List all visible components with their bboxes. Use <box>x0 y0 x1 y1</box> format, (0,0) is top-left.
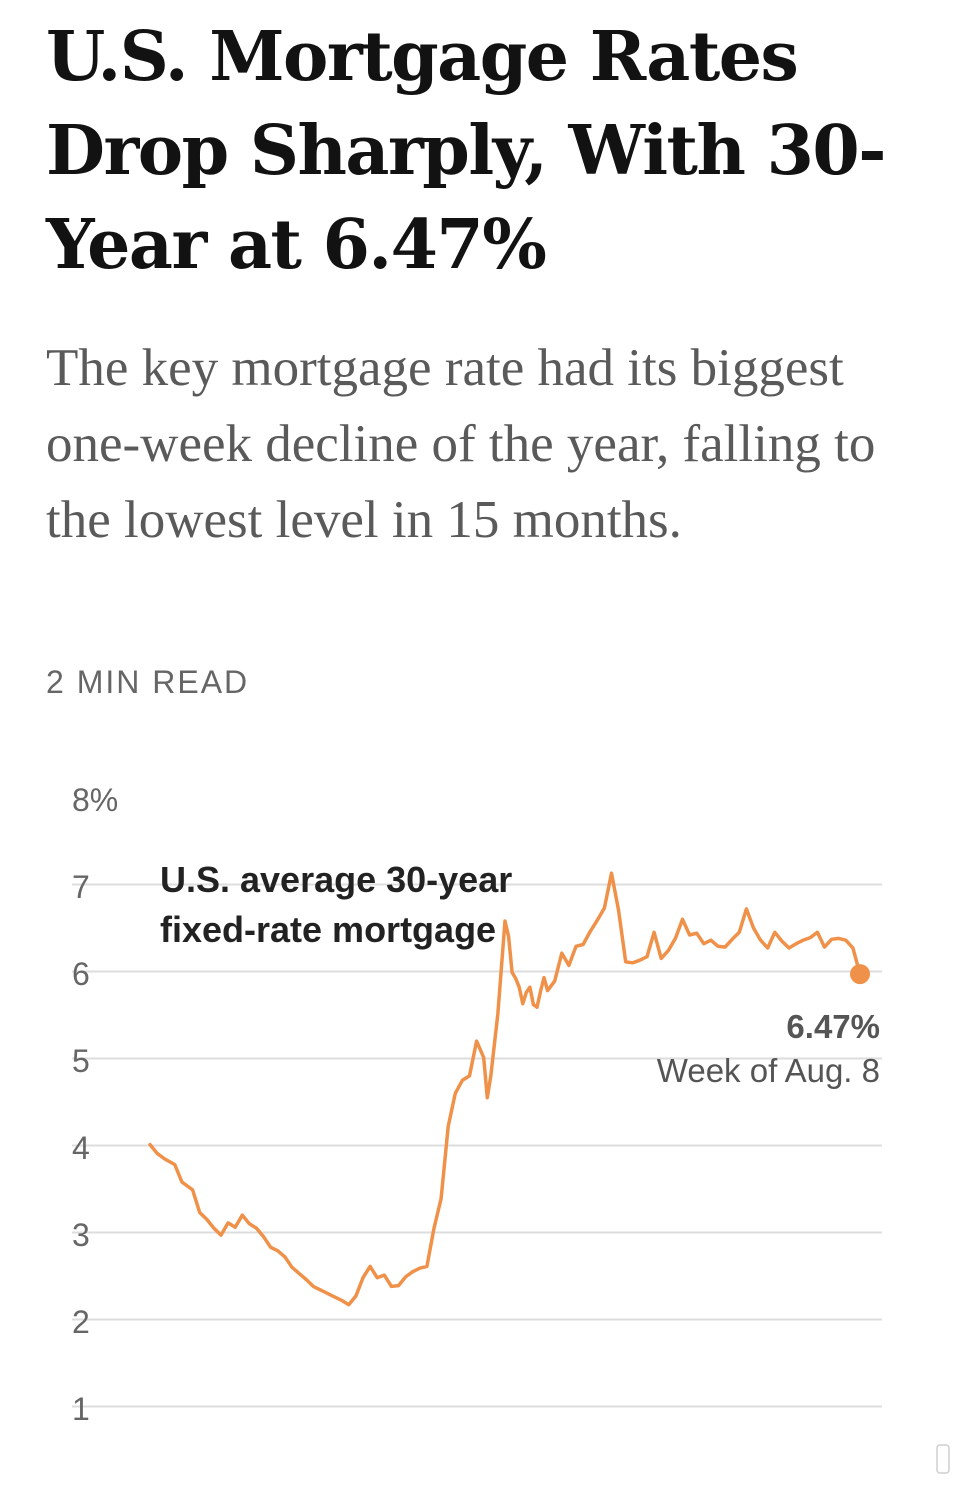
y-tick-label: 1 <box>72 1391 90 1427</box>
article-summary: The key mortgage rate had its biggest on… <box>46 339 876 549</box>
rate-series-line <box>148 871 862 1307</box>
y-tick-label: 7 <box>72 869 90 905</box>
y-tick-label: 5 <box>72 1043 90 1079</box>
read-time-label: 2 MIN READ <box>46 664 250 700</box>
y-axis-tick-labels: 8% 7 6 5 4 3 2 1 <box>72 782 118 1427</box>
chart-title-line-1: U.S. average 30-year <box>160 859 512 900</box>
article-headline: U.S. Mortgage Rates Drop Sharply, With 3… <box>46 17 886 285</box>
mortgage-rate-chart: 8% 7 6 5 4 3 2 1 U.S. average 30-year fixed-rat… <box>72 782 882 1427</box>
y-tick-label: 8% <box>72 782 118 818</box>
gridlines <box>72 883 882 1408</box>
latest-rate-dot <box>850 964 870 985</box>
y-tick-label: 3 <box>72 1217 90 1253</box>
latest-rate-value-label: 6.47% <box>786 1008 880 1045</box>
y-tick-label: 2 <box>72 1304 90 1340</box>
y-tick-label: 6 <box>72 956 90 992</box>
watermark-icon <box>936 1444 950 1474</box>
latest-rate-date-label: Week of Aug. 8 <box>657 1052 880 1089</box>
y-tick-label: 4 <box>72 1130 90 1166</box>
chart-title-line-2: fixed-rate mortgage <box>160 909 496 950</box>
